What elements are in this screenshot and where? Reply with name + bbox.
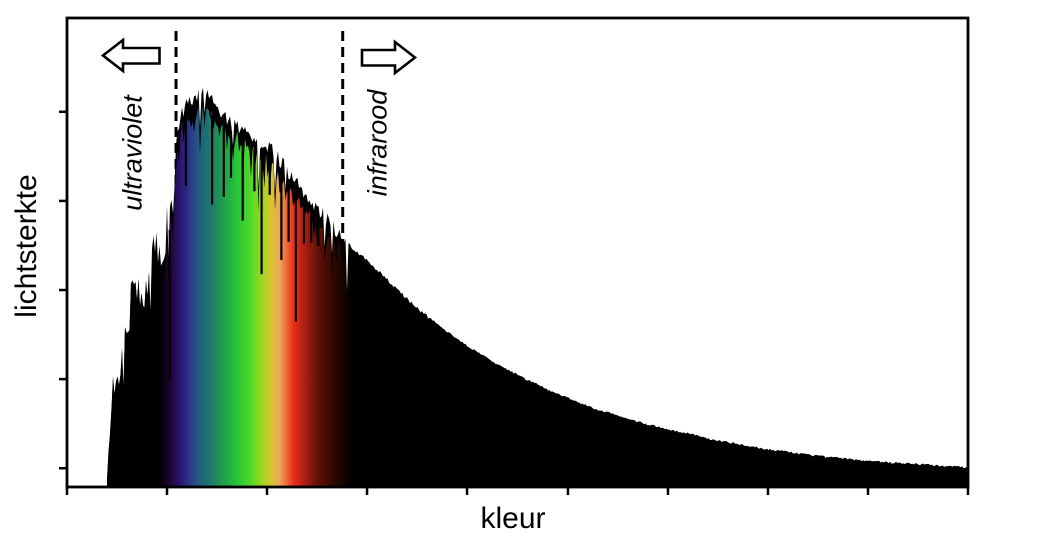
absorption-line	[268, 157, 271, 195]
axes-frame-and-ticks	[59, 16, 970, 495]
absorption-line	[168, 229, 171, 380]
spectrum-area-visible-colors	[107, 104, 968, 486]
absorption-line	[229, 131, 233, 178]
infrarood-label: infrarood	[362, 89, 393, 197]
plot-frame	[65, 16, 970, 489]
absorption-line	[310, 209, 313, 243]
ultraviolet-arrow-left-icon	[100, 37, 161, 74]
absorption-lines	[168, 115, 320, 380]
absorption-line	[211, 115, 214, 205]
ultraviolet-label: ultraviolet	[117, 95, 148, 211]
absorption-line	[317, 217, 320, 246]
infrarood-arrow-right-icon	[360, 39, 418, 76]
x-axis-title: kleur	[480, 502, 546, 535]
absorption-line	[241, 140, 244, 221]
absorption-line	[302, 201, 306, 244]
direction-arrows	[100, 37, 418, 76]
absorption-line	[287, 180, 290, 242]
y-axis-title: lichtsterkte	[10, 174, 43, 318]
absorption-line	[253, 149, 256, 192]
absorption-line	[280, 170, 283, 260]
absorption-line	[294, 190, 297, 322]
absorption-line	[222, 126, 225, 197]
absorption-line	[260, 152, 263, 275]
absorption-line	[184, 115, 187, 187]
